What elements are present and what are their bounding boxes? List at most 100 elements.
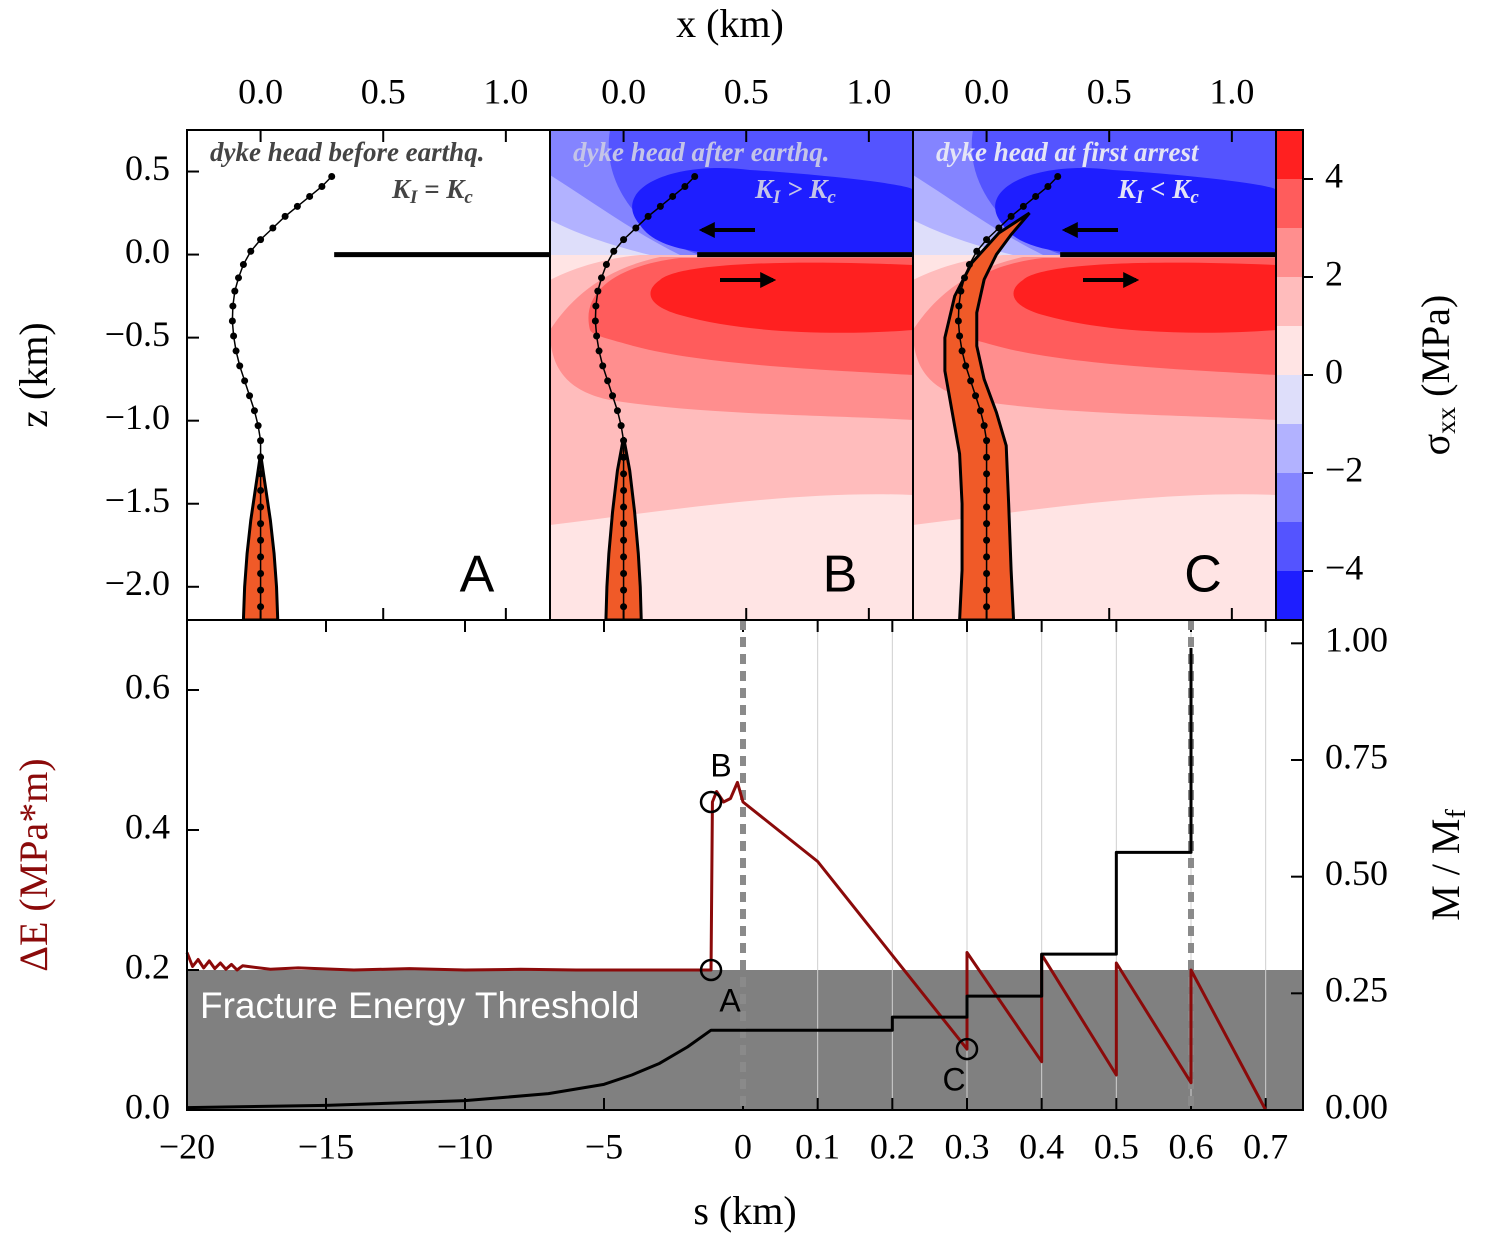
dyke-point: [228, 317, 236, 325]
annotation-label: B: [710, 747, 731, 783]
dyke-point: [620, 603, 628, 611]
y2-tick-label: 0.00: [1325, 1086, 1388, 1126]
dyke-point: [632, 224, 640, 232]
y-tick-label: 0.5: [125, 148, 170, 188]
dyke-point: [239, 261, 247, 269]
dyke-point: [232, 347, 240, 355]
panel-frame: [186, 129, 551, 621]
dyke-point: [613, 407, 621, 415]
dyke-point: [620, 586, 628, 594]
colorbar-band: [1276, 571, 1303, 620]
y-tick-label: 0.6: [125, 666, 170, 706]
plot-frame: [186, 619, 1304, 1111]
series-line: [185, 780, 1267, 1111]
dyke-point: [980, 422, 988, 430]
dyke-point: [230, 332, 238, 340]
dyke-point: [1019, 202, 1027, 210]
dyke-point: [983, 503, 991, 511]
x-tick-label: 0: [734, 1126, 752, 1166]
y2-tick-label: 0.25: [1325, 970, 1388, 1010]
dyke-point: [644, 212, 652, 220]
condition-part: K: [391, 174, 412, 204]
colorbar-band: [1276, 375, 1303, 424]
colorbar-band: [1276, 473, 1303, 522]
colorbar-label-part: xx: [1431, 406, 1461, 434]
condition-part: K: [1117, 174, 1138, 204]
condition-part: I: [1135, 187, 1144, 208]
panel-condition: KI = Kc: [391, 174, 473, 208]
condition-part: = K: [417, 174, 466, 204]
dyke-point: [656, 202, 664, 210]
dyke-point: [983, 437, 991, 445]
panel: [913, 130, 1276, 620]
dyke-point: [620, 536, 628, 544]
dyke-point: [983, 536, 991, 544]
x-tick-label: 0.5: [724, 71, 769, 111]
dyke-point: [691, 173, 699, 181]
colorbar-band: [1276, 130, 1303, 179]
dyke-point: [983, 603, 991, 611]
dyke-point: [229, 302, 237, 310]
contour-band: [913, 220, 1013, 255]
annotation-marker: [699, 790, 723, 814]
dyke-point: [983, 453, 991, 461]
condition-part: I: [409, 187, 418, 208]
y2-axis-label: M / Mf: [1423, 809, 1472, 921]
x-tick-label: −15: [298, 1126, 354, 1166]
dyke-point: [995, 224, 1003, 232]
condition-part: c: [1190, 187, 1199, 208]
dyke-point: [983, 553, 991, 561]
annotation-marker: [699, 958, 723, 982]
dyke-point: [257, 569, 265, 577]
dyke-point: [972, 392, 980, 400]
dyke-point: [591, 317, 599, 325]
contour-band: [550, 220, 650, 255]
x-tick-label: 0.7: [1243, 1126, 1288, 1166]
dyke-point: [967, 377, 975, 385]
colorbar-band: [1276, 424, 1303, 473]
dyke-point: [983, 486, 991, 494]
dyke-point: [257, 503, 265, 511]
dyke-point: [592, 302, 600, 310]
x-tick-label: 0.0: [964, 71, 1009, 111]
dyke-point: [594, 287, 602, 295]
dyke-point: [257, 453, 265, 461]
contour-band: [650, 262, 913, 333]
dyke-point: [257, 470, 265, 478]
dyke-point: [681, 182, 689, 190]
dyke-point: [246, 392, 254, 400]
dyke-point: [241, 377, 249, 385]
dyke-point: [598, 274, 606, 282]
dyke-point: [961, 274, 969, 282]
colorbar-band: [1276, 277, 1303, 326]
dyke-point: [602, 261, 610, 269]
dyke-point: [250, 407, 258, 415]
dyke-point: [620, 503, 628, 511]
dyke-point: [231, 287, 239, 295]
x-tick-label: 1.0: [1209, 71, 1254, 111]
dyke-point: [973, 247, 981, 255]
y-tick-label: −1.0: [105, 397, 170, 437]
colorbar-label: σxx (MPa): [1413, 295, 1461, 456]
dyke-point: [965, 261, 973, 269]
x-tick-label: −5: [585, 1126, 623, 1166]
dyke-point: [257, 553, 265, 561]
dyke-point: [257, 486, 265, 494]
y-tick-label: −2.0: [105, 563, 170, 603]
x-tick-label: 0.4: [1019, 1126, 1064, 1166]
dyke-point: [620, 453, 628, 461]
dyke-point: [1007, 212, 1015, 220]
dyke-point: [593, 332, 601, 340]
colorbar-tick-label: 0: [1325, 351, 1343, 391]
x-tick-label: 0.5: [1094, 1126, 1139, 1166]
dyke-point: [983, 520, 991, 528]
x-tick-label: 0.6: [1169, 1126, 1214, 1166]
condition-part: c: [464, 187, 473, 208]
dyke-point: [956, 332, 964, 340]
dyke-point: [620, 236, 628, 244]
colorbar-band: [1276, 179, 1303, 228]
panel-title: dyke head after earthq.: [573, 137, 829, 167]
dyke-point: [254, 422, 262, 430]
dyke-point: [1054, 173, 1062, 181]
x-tick-label: −10: [437, 1126, 493, 1166]
